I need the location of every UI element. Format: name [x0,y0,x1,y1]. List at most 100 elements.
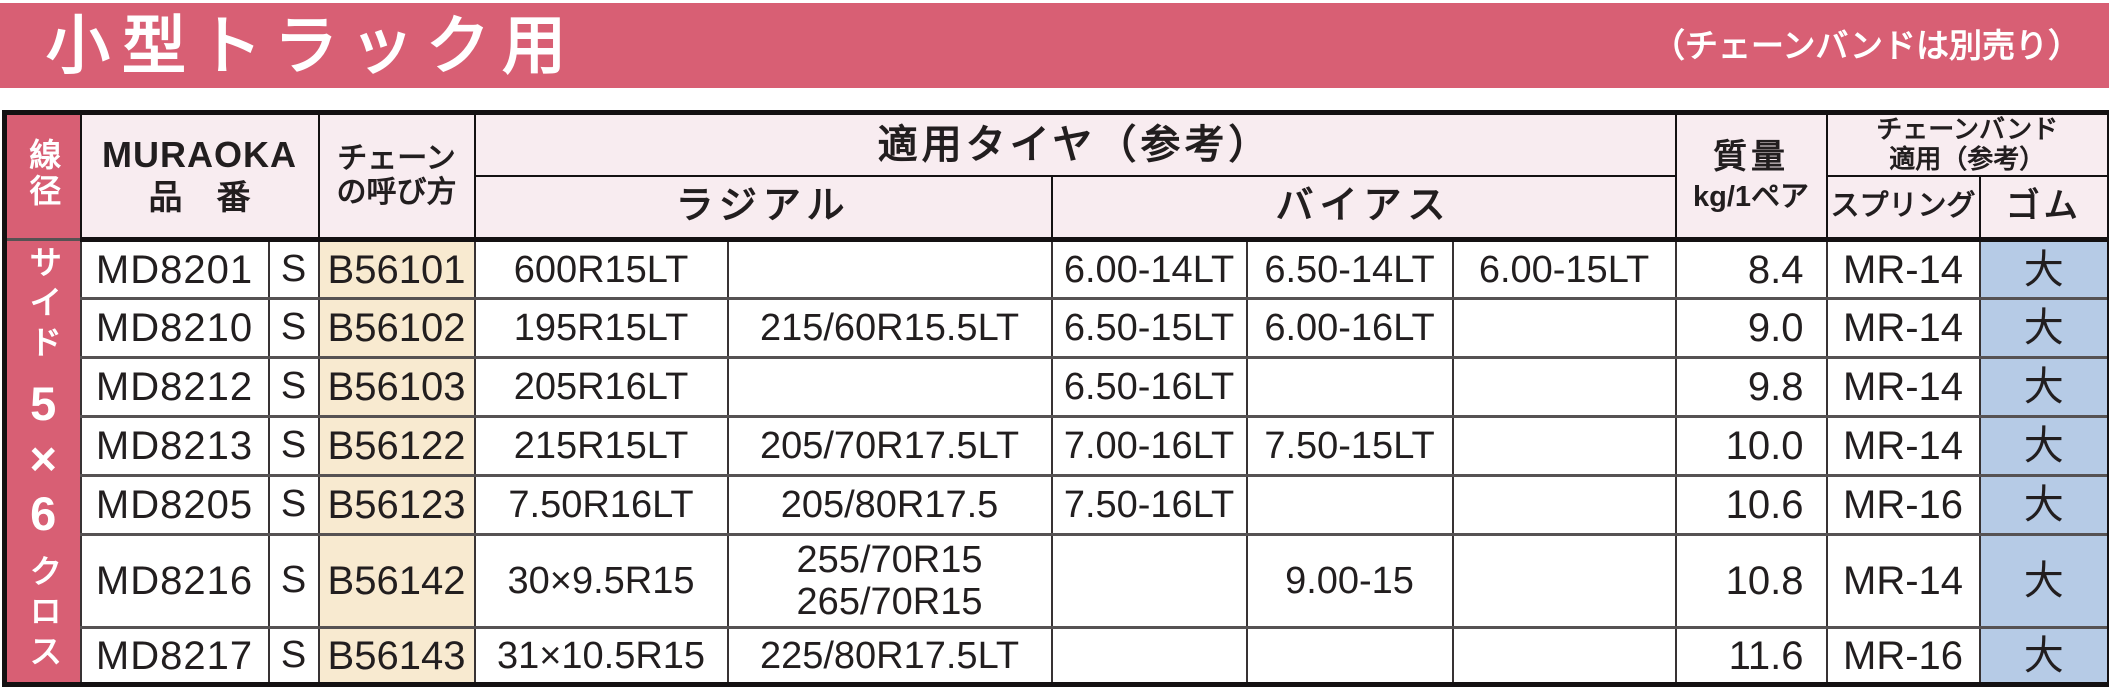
cell-radial-tire-1: 195R15LT [473,297,729,358]
cell-type-s: S [267,356,320,417]
cell-radial-tire-2: 215/60R15.5LT [726,297,1053,358]
cell-radial-tire-2: 255/70R15 265/70R15 [726,533,1053,628]
product-table: 線径 MURAOKA 品 番 チェーン の呼び方 適用タイヤ（参考） 質量 kg… [2,110,2109,688]
header-chain-name: チェーン の呼び方 [317,111,476,241]
table-body: サイド5×6クロス MD8201 S B56101 600R15LT 6.00-14LT 6… [3,237,2109,685]
cell-chain-number: B56122 [317,415,476,476]
cell-radial-tire-1: 215R15LT [473,415,729,476]
cell-bias-tire-3 [1451,474,1677,535]
table-row: MD8212 S B56103 205R16LT 6.50-16LT 9.8 MR-14 大 [5,356,2109,417]
cell-type-s: S [267,237,320,299]
product-table-wrapper: 線径 MURAOKA 品 番 チェーン の呼び方 適用タイヤ（参考） 質量 kg… [2,110,2109,688]
cell-chain-number: B56103 [317,356,476,417]
cell-spring-band: MR-16 [1825,626,1981,685]
header-rubber: ゴム [1978,174,2109,241]
cell-chain-number: B56143 [317,626,476,685]
cell-chain-number: B56142 [317,533,476,628]
cell-bias-tire-3 [1451,415,1677,476]
cell-part-number: MD8210 [79,297,270,358]
cell-radial-tire-1: 205R16LT [473,356,729,417]
cell-type-s: S [267,533,320,628]
header-bias: バイアス [1050,174,1677,241]
cell-mass: 9.8 [1674,356,1828,417]
cell-bias-tire-2: 9.00-15 [1245,533,1454,628]
cell-chain-number: B56123 [317,474,476,535]
header-row-1: 線径 MURAOKA 品 番 チェーン の呼び方 適用タイヤ（参考） 質量 kg… [3,111,2109,241]
cell-rubber-band: 大 [1978,297,2109,358]
cell-radial-tire-1: 7.50R16LT [473,474,729,535]
cell-chain-number: B56101 [317,237,476,299]
cell-bias-tire-3 [1451,626,1677,685]
table-row: MD8216 S B56142 30×9.5R15 255/70R15 265/70R1… [5,533,2109,628]
cell-mass: 10.6 [1674,474,1828,535]
cell-radial-tire-1: 31×10.5R15 [473,626,729,685]
header-mass: 質量 kg/1ペア [1674,111,1828,241]
cell-part-number: MD8216 [79,533,270,628]
cell-type-s: S [267,297,320,358]
cell-spring-band: MR-14 [1825,237,1981,299]
cell-radial-tire-2: 225/80R17.5LT [726,626,1053,685]
table-row: サイド5×6クロス MD8201 S B56101 600R15LT 6.00-14LT 6… [3,237,2109,685]
banner-note: （チェーンバンドは別売り） [1652,27,2081,64]
header-chain-band: チェーンバンド 適用（参考） [1825,111,2109,177]
cell-bias-tire-1 [1050,626,1248,685]
cell-radial-tire-2: 205/80R17.5 [726,474,1053,535]
cell-type-s: S [267,626,320,685]
cell-type-s: S [267,474,320,535]
cell-spring-band: MR-14 [1825,356,1981,417]
cell-bias-tire-3 [1451,297,1677,358]
cell-rubber-band: 大 [1978,237,2109,299]
header-applicable-tires: 適用タイヤ（参考） [473,111,1677,177]
cell-radial-tire-2 [726,237,1053,299]
cell-bias-tire-2 [1245,474,1454,535]
header-spring: スプリング [1825,174,1981,241]
cell-spring-band: MR-16 [1825,474,1981,535]
category-banner: 小型トラック用 （チェーンバンドは別売り） [0,3,2109,88]
cell-rubber-band: 大 [1978,415,2109,476]
cell-bias-tire-2 [1245,626,1454,685]
table-row: MD8210 S B56102 195R15LT 215/60R15.5LT 6.50-1… [5,297,2109,358]
cell-bias-tire-1: 6.00-14LT [1050,237,1248,299]
header-part-number: MURAOKA 品 番 [79,111,320,241]
side-label-text: サイド [24,244,62,365]
cell-bias-tire-1 [1050,533,1248,628]
cell-rubber-band: 大 [1978,356,2109,417]
table-row: MD8217 S B56143 31×10.5R15 225/80R17.5LT 11.6… [5,626,2109,685]
cell-part-number: MD8213 [79,415,270,476]
table-row: MD8213 S B56122 215R15LT 205/70R17.5LT 7.00-1… [5,415,2109,476]
cell-part-number: MD8201 [79,237,270,299]
cell-mass: 11.6 [1674,626,1828,685]
cell-bias-tire-1: 6.50-16LT [1050,356,1248,417]
cell-bias-tire-2: 7.50-15LT [1245,415,1454,476]
cell-chain-number: B56102 [317,297,476,358]
cell-mass: 8.4 [1674,237,1828,299]
cell-bias-tire-2: 6.50-14LT [1245,237,1454,299]
table-row: MD8205 S B56123 7.50R16LT 205/80R17.5 7.50-16… [5,474,2109,535]
page-title: 小型トラック用 [46,9,578,82]
header-row-2: ラジアル バイアス スプリング ゴム [5,174,2109,241]
cell-bias-tire-3 [1451,356,1677,417]
cell-rubber-band: 大 [1978,533,2109,628]
cell-radial-tire-2 [726,356,1053,417]
cell-rubber-band: 大 [1978,626,2109,685]
cell-spring-band: MR-14 [1825,415,1981,476]
cell-radial-tire-1: 600R15LT [473,237,729,299]
cell-radial-tire-2: 205/70R17.5LT [726,415,1053,476]
side-label-text: 5×6 [16,376,70,542]
cell-bias-tire-2: 6.00-16LT [1245,297,1454,358]
cell-part-number: MD8212 [79,356,270,417]
cell-rubber-band: 大 [1978,474,2109,535]
cell-type-s: S [267,415,320,476]
header-wire-diameter: 線径 [3,111,82,241]
side-label-wire-size: サイド 5×6 クロス [3,238,82,685]
cell-mass: 10.0 [1674,415,1828,476]
header-radial: ラジアル [473,174,1053,241]
cell-radial-tire-1: 30×9.5R15 [473,533,729,628]
side-label-text: クロス [24,553,62,674]
cell-bias-tire-3 [1451,533,1677,628]
cell-bias-tire-3: 6.00-15LT [1451,237,1677,299]
cell-part-number: MD8205 [79,474,270,535]
cell-part-number: MD8217 [79,626,270,685]
cell-bias-tire-1: 7.50-16LT [1050,474,1248,535]
cell-mass: 9.0 [1674,297,1828,358]
